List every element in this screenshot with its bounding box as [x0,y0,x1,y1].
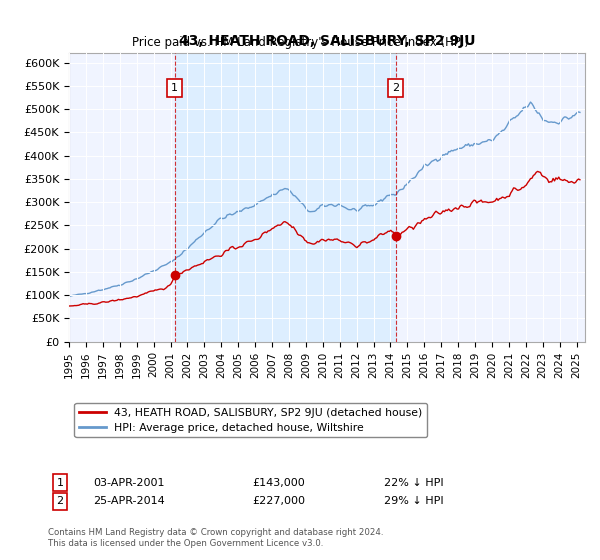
Text: 03-APR-2001: 03-APR-2001 [93,478,164,488]
Text: 22% ↓ HPI: 22% ↓ HPI [384,478,443,488]
Text: 29% ↓ HPI: 29% ↓ HPI [384,496,443,506]
Text: 25-APR-2014: 25-APR-2014 [93,496,165,506]
Text: £143,000: £143,000 [252,478,305,488]
Text: 2: 2 [56,496,64,506]
Text: Contains HM Land Registry data © Crown copyright and database right 2024.
This d: Contains HM Land Registry data © Crown c… [48,528,383,548]
Text: 2: 2 [392,83,400,93]
Text: 1: 1 [171,83,178,93]
Text: £227,000: £227,000 [252,496,305,506]
Text: Price paid vs. HM Land Registry's House Price Index (HPI): Price paid vs. HM Land Registry's House … [131,36,469,49]
Legend: 43, HEATH ROAD, SALISBURY, SP2 9JU (detached house), HPI: Average price, detache: 43, HEATH ROAD, SALISBURY, SP2 9JU (deta… [74,403,427,437]
Text: 1: 1 [56,478,64,488]
Bar [175,53,396,342]
Title: 43, HEATH ROAD, SALISBURY, SP2 9JU: 43, HEATH ROAD, SALISBURY, SP2 9JU [179,34,475,48]
